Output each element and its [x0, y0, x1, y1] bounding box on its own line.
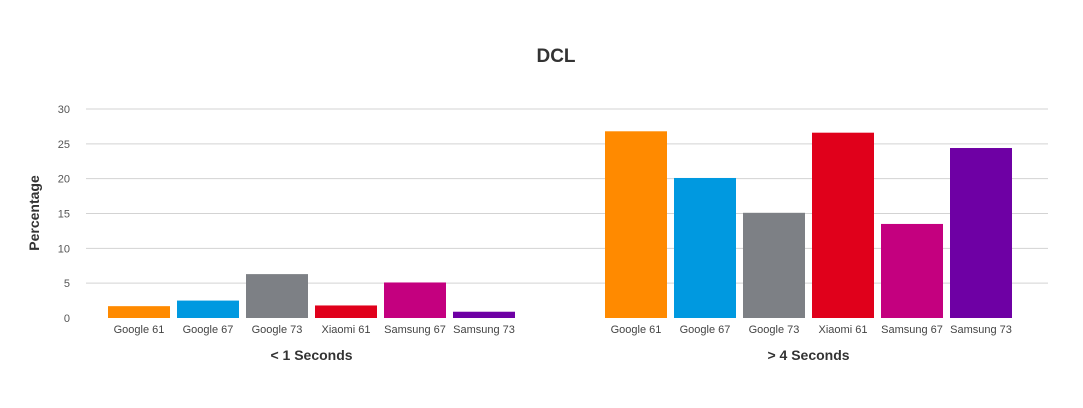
y-tick-label: 10	[58, 243, 70, 255]
bar-samsung-67	[384, 282, 446, 318]
bar-samsung-73	[453, 311, 515, 318]
y-tick-label: 15	[58, 209, 70, 221]
bars-layer	[108, 131, 1012, 318]
bar-google-61	[605, 131, 667, 318]
category-label: Google 73	[252, 324, 303, 336]
category-label: Google 67	[183, 324, 234, 336]
bar-samsung-73	[950, 148, 1012, 318]
category-label: Samsung 67	[881, 324, 943, 336]
bar-google-67	[177, 300, 239, 318]
y-tick-label: 20	[58, 174, 70, 186]
category-label: Google 73	[749, 324, 800, 336]
bar-google-73	[743, 212, 805, 318]
y-tick-label: 30	[58, 104, 70, 116]
category-label: Xiaomi 61	[322, 324, 371, 336]
bar-xiaomi-61	[315, 305, 377, 318]
category-label: Google 61	[114, 324, 165, 336]
category-label: Samsung 73	[453, 324, 515, 336]
bar-google-73	[246, 274, 308, 318]
y-tick-label: 25	[58, 139, 70, 151]
y-tick-label: 5	[64, 278, 70, 290]
category-label: Google 61	[611, 324, 662, 336]
category-label: Samsung 67	[384, 324, 446, 336]
bar-google-67	[674, 177, 736, 318]
bar-samsung-67	[881, 223, 943, 318]
chart-title: DCL	[536, 46, 575, 67]
bar-xiaomi-61	[812, 132, 874, 318]
y-tick-label: 0	[64, 313, 70, 325]
category-label: Google 67	[680, 324, 731, 336]
bar-google-61	[108, 306, 170, 318]
category-label: Samsung 73	[950, 324, 1012, 336]
group-label: < 1 Seconds	[270, 347, 352, 363]
y-axis-label: Percentage	[26, 175, 42, 251]
labels-layer: 0 5 10 15 20 25 30 Google 61 Google 67 Google 73 X…	[58, 104, 1012, 363]
group-label: > 4 Seconds	[767, 347, 849, 363]
category-label: Xiaomi 61	[819, 324, 868, 336]
